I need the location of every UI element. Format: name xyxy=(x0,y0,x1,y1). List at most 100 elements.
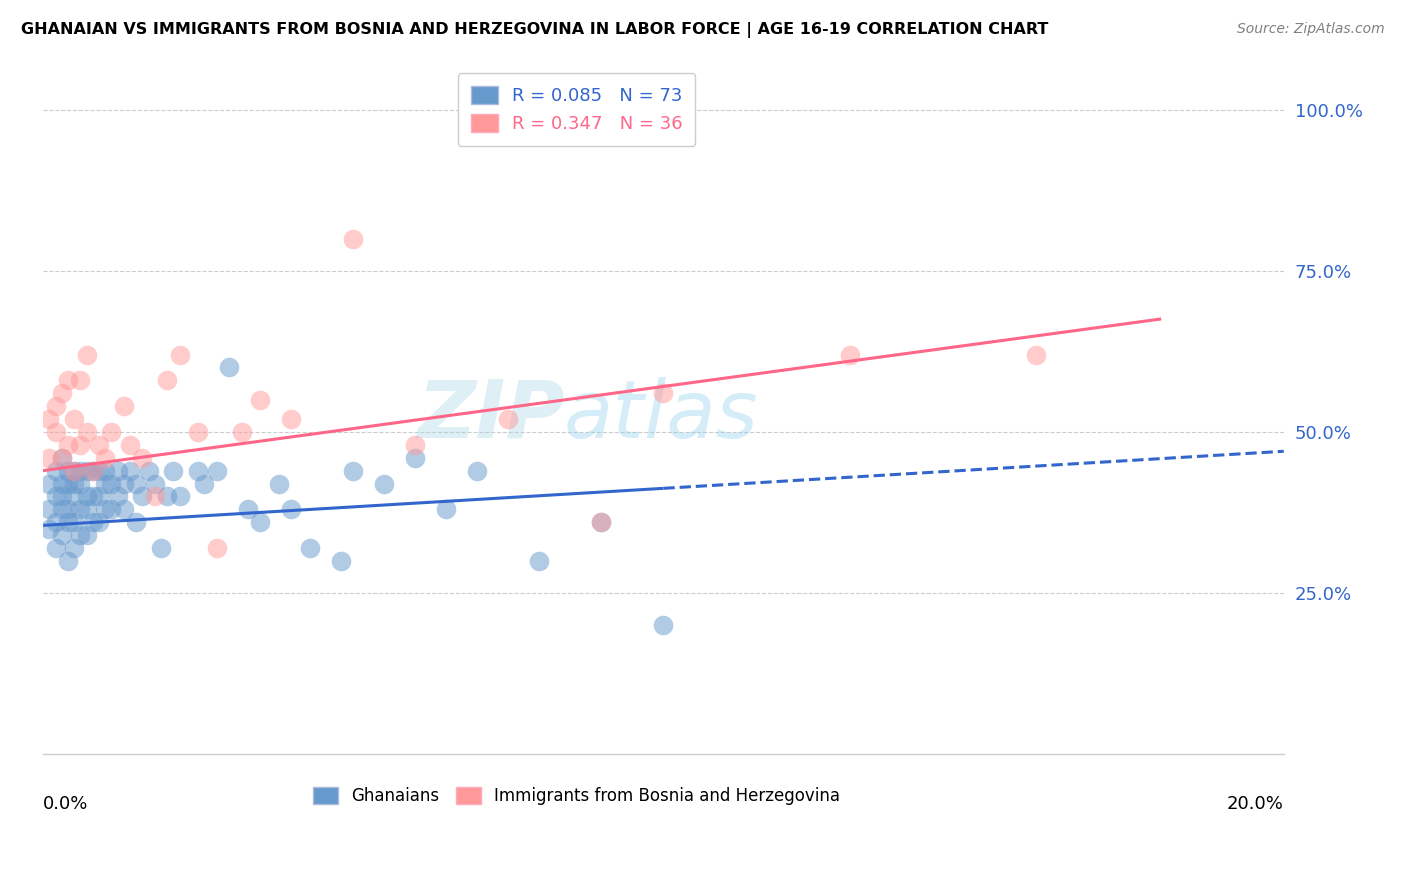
Point xyxy=(231,425,253,439)
Point xyxy=(342,464,364,478)
Point xyxy=(44,425,66,439)
Point xyxy=(38,502,60,516)
Point xyxy=(69,502,91,516)
Point xyxy=(404,438,426,452)
Point xyxy=(38,476,60,491)
Text: 20.0%: 20.0% xyxy=(1227,795,1284,813)
Point xyxy=(69,464,91,478)
Point xyxy=(100,476,122,491)
Point xyxy=(112,399,135,413)
Point xyxy=(342,231,364,245)
Point xyxy=(1025,348,1047,362)
Point xyxy=(249,515,271,529)
Point xyxy=(100,502,122,516)
Point xyxy=(125,515,148,529)
Point xyxy=(87,438,110,452)
Point xyxy=(87,489,110,503)
Point xyxy=(143,489,166,503)
Point xyxy=(82,464,104,478)
Point xyxy=(76,425,98,439)
Point xyxy=(329,554,352,568)
Point xyxy=(652,386,675,401)
Point xyxy=(38,450,60,465)
Point xyxy=(87,464,110,478)
Point xyxy=(529,554,551,568)
Point xyxy=(100,425,122,439)
Point xyxy=(51,528,73,542)
Point xyxy=(838,348,860,362)
Point xyxy=(56,373,79,387)
Point xyxy=(69,373,91,387)
Point xyxy=(218,360,240,375)
Point xyxy=(131,450,153,465)
Point xyxy=(38,522,60,536)
Point xyxy=(249,392,271,407)
Point xyxy=(94,464,117,478)
Point xyxy=(56,464,79,478)
Point xyxy=(56,438,79,452)
Point xyxy=(94,502,117,516)
Point xyxy=(267,476,290,491)
Point xyxy=(63,476,86,491)
Point xyxy=(56,554,79,568)
Point xyxy=(143,476,166,491)
Point xyxy=(51,502,73,516)
Text: GHANAIAN VS IMMIGRANTS FROM BOSNIA AND HERZEGOVINA IN LABOR FORCE | AGE 16-19 CO: GHANAIAN VS IMMIGRANTS FROM BOSNIA AND H… xyxy=(21,22,1049,38)
Point xyxy=(591,515,613,529)
Point xyxy=(56,502,79,516)
Point xyxy=(51,476,73,491)
Point xyxy=(44,515,66,529)
Text: Source: ZipAtlas.com: Source: ZipAtlas.com xyxy=(1237,22,1385,37)
Point xyxy=(44,541,66,555)
Point xyxy=(44,464,66,478)
Point xyxy=(107,464,129,478)
Text: ZIP: ZIP xyxy=(416,376,564,455)
Point xyxy=(82,464,104,478)
Point xyxy=(56,476,79,491)
Point xyxy=(434,502,457,516)
Point xyxy=(76,528,98,542)
Point xyxy=(118,438,141,452)
Point xyxy=(591,515,613,529)
Point xyxy=(63,489,86,503)
Point xyxy=(404,450,426,465)
Point xyxy=(63,412,86,426)
Point xyxy=(373,476,395,491)
Point xyxy=(63,541,86,555)
Point xyxy=(138,464,160,478)
Point xyxy=(76,489,98,503)
Text: 0.0%: 0.0% xyxy=(44,795,89,813)
Point xyxy=(94,476,117,491)
Point xyxy=(162,464,184,478)
Point xyxy=(69,476,91,491)
Point xyxy=(87,515,110,529)
Point xyxy=(118,464,141,478)
Point xyxy=(112,476,135,491)
Point xyxy=(63,515,86,529)
Point xyxy=(187,464,209,478)
Point xyxy=(76,464,98,478)
Point xyxy=(56,515,79,529)
Point xyxy=(131,489,153,503)
Text: atlas: atlas xyxy=(564,376,759,455)
Point xyxy=(467,464,489,478)
Point xyxy=(44,489,66,503)
Point xyxy=(51,450,73,465)
Point xyxy=(63,464,86,478)
Point xyxy=(69,438,91,452)
Point xyxy=(236,502,259,516)
Point xyxy=(69,528,91,542)
Point xyxy=(76,348,98,362)
Point xyxy=(94,450,117,465)
Point xyxy=(82,489,104,503)
Legend: Ghanaians, Immigrants from Bosnia and Herzegovina: Ghanaians, Immigrants from Bosnia and He… xyxy=(305,779,849,814)
Point xyxy=(63,464,86,478)
Point xyxy=(187,425,209,439)
Point xyxy=(205,541,228,555)
Point xyxy=(82,515,104,529)
Point xyxy=(652,618,675,632)
Point xyxy=(149,541,172,555)
Point xyxy=(280,502,302,516)
Point xyxy=(125,476,148,491)
Point xyxy=(280,412,302,426)
